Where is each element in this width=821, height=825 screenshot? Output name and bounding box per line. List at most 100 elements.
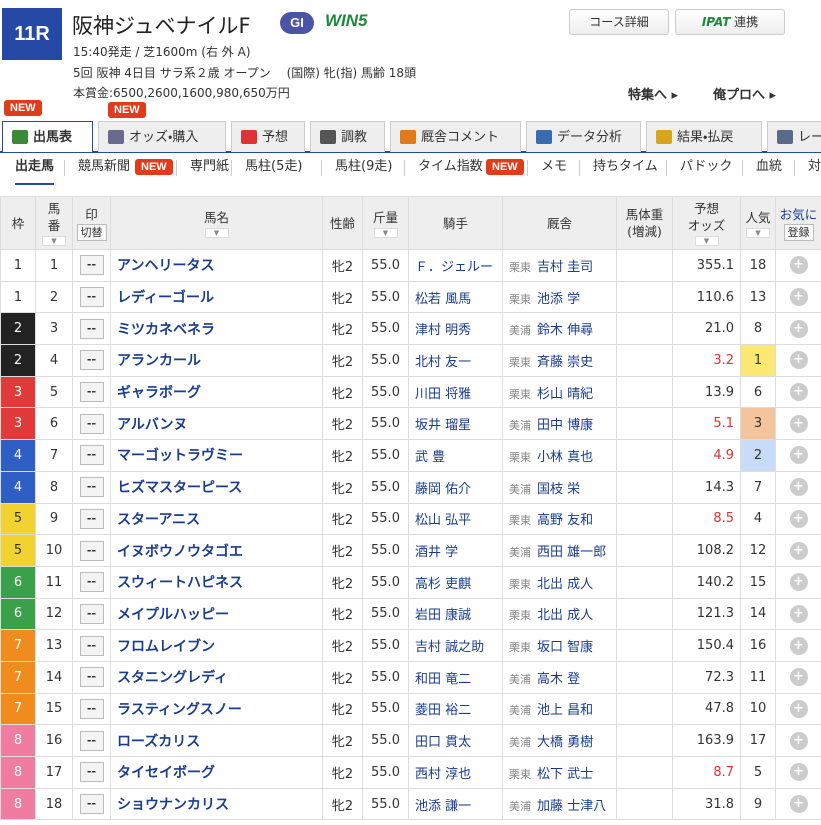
trainer[interactable]: 西田 雄一郎 [537,545,607,561]
trainer[interactable]: 池上 昌和 [537,703,594,719]
favorite-button[interactable]: + [789,319,808,338]
column-header[interactable]: 予想 オッズ ▼ [672,196,741,250]
mark-button[interactable]: -- [79,540,104,561]
course-button[interactable]: コース詳細 [569,9,669,35]
subtab[interactable]: 血統 [756,159,783,174]
column-header[interactable]: 馬 番 ▼ [35,196,73,250]
horse-name[interactable]: フロムレイブン [110,629,323,662]
orepro-link[interactable]: 俺プロへ ▸ [713,88,777,103]
tab[interactable]: 出馬表 [2,121,93,152]
tab[interactable]: 予想 [231,121,305,152]
trainer[interactable]: 高野 友和 [537,513,594,529]
trainer[interactable]: 松下 武士 [537,766,594,782]
jockey[interactable]: 津村 明秀 [408,312,503,346]
horse-name[interactable]: メイプルハッピー [110,597,323,631]
jockey[interactable]: 北村 友一 [408,344,503,377]
trainer[interactable]: 鈴木 伸尋 [537,323,594,339]
jockey[interactable]: 武 豊 [408,439,503,472]
favorite-button[interactable]: + [789,541,808,560]
mark-button[interactable]: -- [79,762,104,783]
mark-button[interactable]: -- [79,667,104,688]
horse-name[interactable]: イヌボウノウタゴエ [110,534,323,567]
trainer[interactable]: 小林 真也 [537,449,594,465]
subtab[interactable]: パドック [680,159,733,174]
favorite-button[interactable]: + [789,573,808,592]
horse-name[interactable]: アランカール [110,344,323,377]
favorite-button[interactable]: + [789,383,808,402]
mark-button[interactable]: -- [79,730,104,751]
favorite-button[interactable]: + [789,446,808,465]
jockey[interactable]: 高杉 吏麒 [408,565,503,599]
trainer[interactable]: 田中 博康 [537,418,594,434]
favorite-button[interactable]: + [789,478,808,497]
jockey[interactable]: 川田 将雅 [408,375,503,409]
column-header[interactable]: 斤量 ▼ [362,196,409,250]
jockey[interactable]: 酒井 学 [408,534,503,567]
jockey[interactable]: 吉村 誠之助 [408,629,503,662]
jockey[interactable]: 坂井 瑠星 [408,407,503,441]
subtab[interactable]: 持ちタイム [593,159,658,174]
subtab[interactable]: 対 [808,159,821,174]
horse-name[interactable]: レディーゴール [110,280,323,314]
horse-name[interactable]: スウィートハピネス [110,565,323,599]
tab[interactable]: 厩舎コメント [390,121,521,152]
favorite-button[interactable]: + [789,256,808,275]
trainer[interactable]: 高木 登 [537,671,581,687]
jockey[interactable]: 松山 弘平 [408,502,503,536]
horse-name[interactable]: アルバンヌ [110,407,323,441]
mark-button[interactable]: -- [79,445,104,466]
trainer[interactable]: 斉藤 崇史 [537,354,594,370]
ipat-button[interactable]: IPAT 連携 [675,9,785,35]
favorite-button[interactable]: + [789,351,808,370]
subtab[interactable]: 馬柱(5走) [245,159,303,174]
jockey[interactable]: 西村 淳也 [408,756,503,789]
tab[interactable]: オッズ・購入 [98,121,226,152]
subtab[interactable]: 専門紙 [190,159,230,174]
mark-button[interactable]: -- [79,508,104,529]
favorite-button[interactable]: + [789,668,808,687]
jockey[interactable]: 岩田 康誠 [408,597,503,631]
column-header[interactable]: 馬名 ▼ [110,196,323,250]
horse-name[interactable]: タイセイボーグ [110,756,323,789]
tab[interactable]: レー [767,121,821,152]
mark-button[interactable]: -- [79,318,104,339]
jockey[interactable]: Ｆ．ジェルー [408,249,503,282]
mark-button[interactable]: -- [79,603,104,624]
favorite-button[interactable]: + [789,636,808,655]
favorite-button[interactable]: + [789,731,808,750]
horse-name[interactable]: アンヘリータス [110,249,323,282]
horse-name[interactable]: マーゴットラヴミー [110,439,323,472]
subtab[interactable]: メモ [541,159,568,174]
trainer[interactable]: 加藤 士津八 [537,798,607,814]
tab[interactable]: データ分析 [526,121,641,152]
horse-name[interactable]: ヒズマスターピース [110,470,323,504]
favorite-button[interactable]: + [789,795,808,814]
jockey[interactable]: 和田 竜二 [408,660,503,694]
mark-button[interactable]: -- [79,255,104,276]
jockey[interactable]: 池添 謙一 [408,787,503,821]
trainer[interactable]: 国枝 栄 [537,481,581,497]
favorite-button[interactable]: + [789,288,808,307]
trainer[interactable]: 大橋 勇樹 [537,735,594,751]
trainer[interactable]: 北出 成人 [537,608,594,624]
mark-button[interactable]: -- [79,287,104,308]
mark-button[interactable]: -- [79,477,104,498]
favorite-button[interactable]: + [789,604,808,623]
favorite-button[interactable]: + [789,763,808,782]
horse-name[interactable]: スタニングレディ [110,660,323,694]
feature-link[interactable]: 特集へ ▸ [628,88,679,103]
trainer[interactable]: 坂口 智康 [537,640,594,656]
mark-button[interactable]: -- [79,350,104,371]
mark-button[interactable]: -- [79,794,104,815]
jockey[interactable]: 菱田 裕二 [408,692,503,726]
trainer[interactable]: 北出 成人 [537,576,594,592]
trainer[interactable]: 杉山 晴紀 [537,386,594,402]
mark-button[interactable]: -- [79,698,104,719]
jockey[interactable]: 田口 貫太 [408,724,503,757]
favorite-button[interactable]: + [789,414,808,433]
tab[interactable]: 結果・払戻 [646,121,762,152]
horse-name[interactable]: ローズカリス [110,724,323,757]
mark-button[interactable]: -- [79,572,104,593]
mark-button[interactable]: -- [79,382,104,403]
mark-button[interactable]: -- [79,635,104,656]
